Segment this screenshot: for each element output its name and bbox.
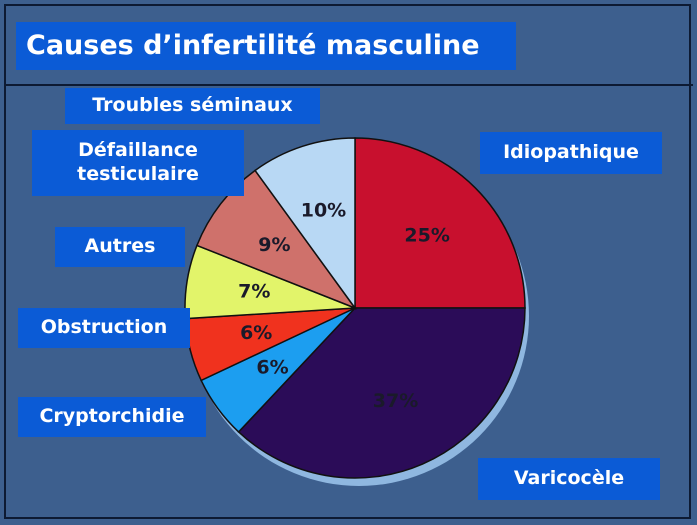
legend-label: Idiopathique — [480, 132, 662, 174]
legend-label: Autres — [55, 227, 185, 267]
value-label: 6% — [240, 322, 272, 344]
frame — [4, 4, 691, 519]
chart-title: Causes d’infertilité masculine — [16, 22, 516, 70]
pie-slice — [237, 307, 526, 479]
value-label: 25% — [404, 224, 449, 246]
legend-label: Cryptorchidie — [18, 397, 206, 437]
pie-slice — [354, 137, 526, 309]
value-label: 10% — [301, 199, 346, 221]
pie-slice — [254, 137, 356, 311]
separator — [4, 84, 693, 86]
legend-label: Varicocèle — [478, 458, 660, 500]
value-label: 6% — [256, 356, 288, 378]
value-label: 37% — [373, 390, 418, 412]
legend-label: Troubles séminaux — [65, 88, 320, 124]
legend-label: Défaillance testiculaire — [32, 130, 244, 196]
value-label: 7% — [238, 281, 270, 303]
legend-label: Obstruction — [18, 308, 190, 348]
value-label: 9% — [258, 234, 290, 256]
pie-slice — [195, 169, 358, 310]
